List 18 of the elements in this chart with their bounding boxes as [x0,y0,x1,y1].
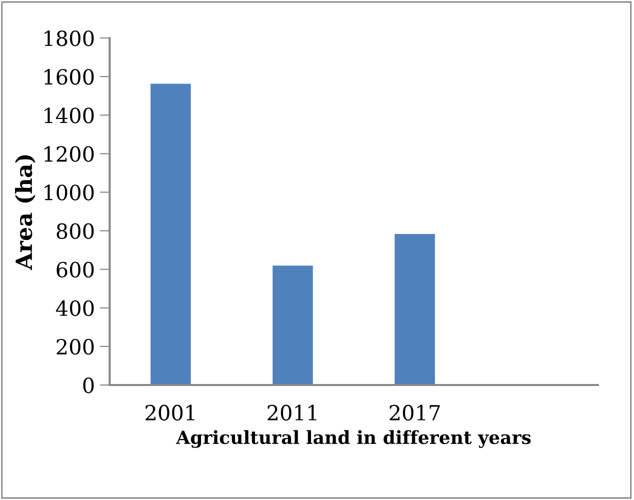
x-axis-title: Agricultural land in different years [176,430,531,448]
y-tick-label: 600 [56,262,94,278]
y-tick-label: 1800 [44,30,94,46]
x-tick-label: 2011 [268,404,316,421]
bar [150,84,191,385]
y-tick-label: 1600 [44,69,94,85]
bar [394,234,435,385]
y-tick-label: 0 [83,377,94,394]
y-tick-label: 1000 [44,184,94,200]
bar [272,266,313,385]
y-tick-label: 200 [56,338,94,355]
y-tick-label: 400 [56,300,94,316]
x-tick-label: 2017 [390,404,440,421]
y-tick-label: 800 [56,223,94,239]
y-axis-title: Area (ha) [15,155,36,270]
x-tick-label: 2001 [146,404,194,421]
y-tick-label: 1400 [44,108,94,124]
y-tick-label: 1200 [44,146,94,162]
